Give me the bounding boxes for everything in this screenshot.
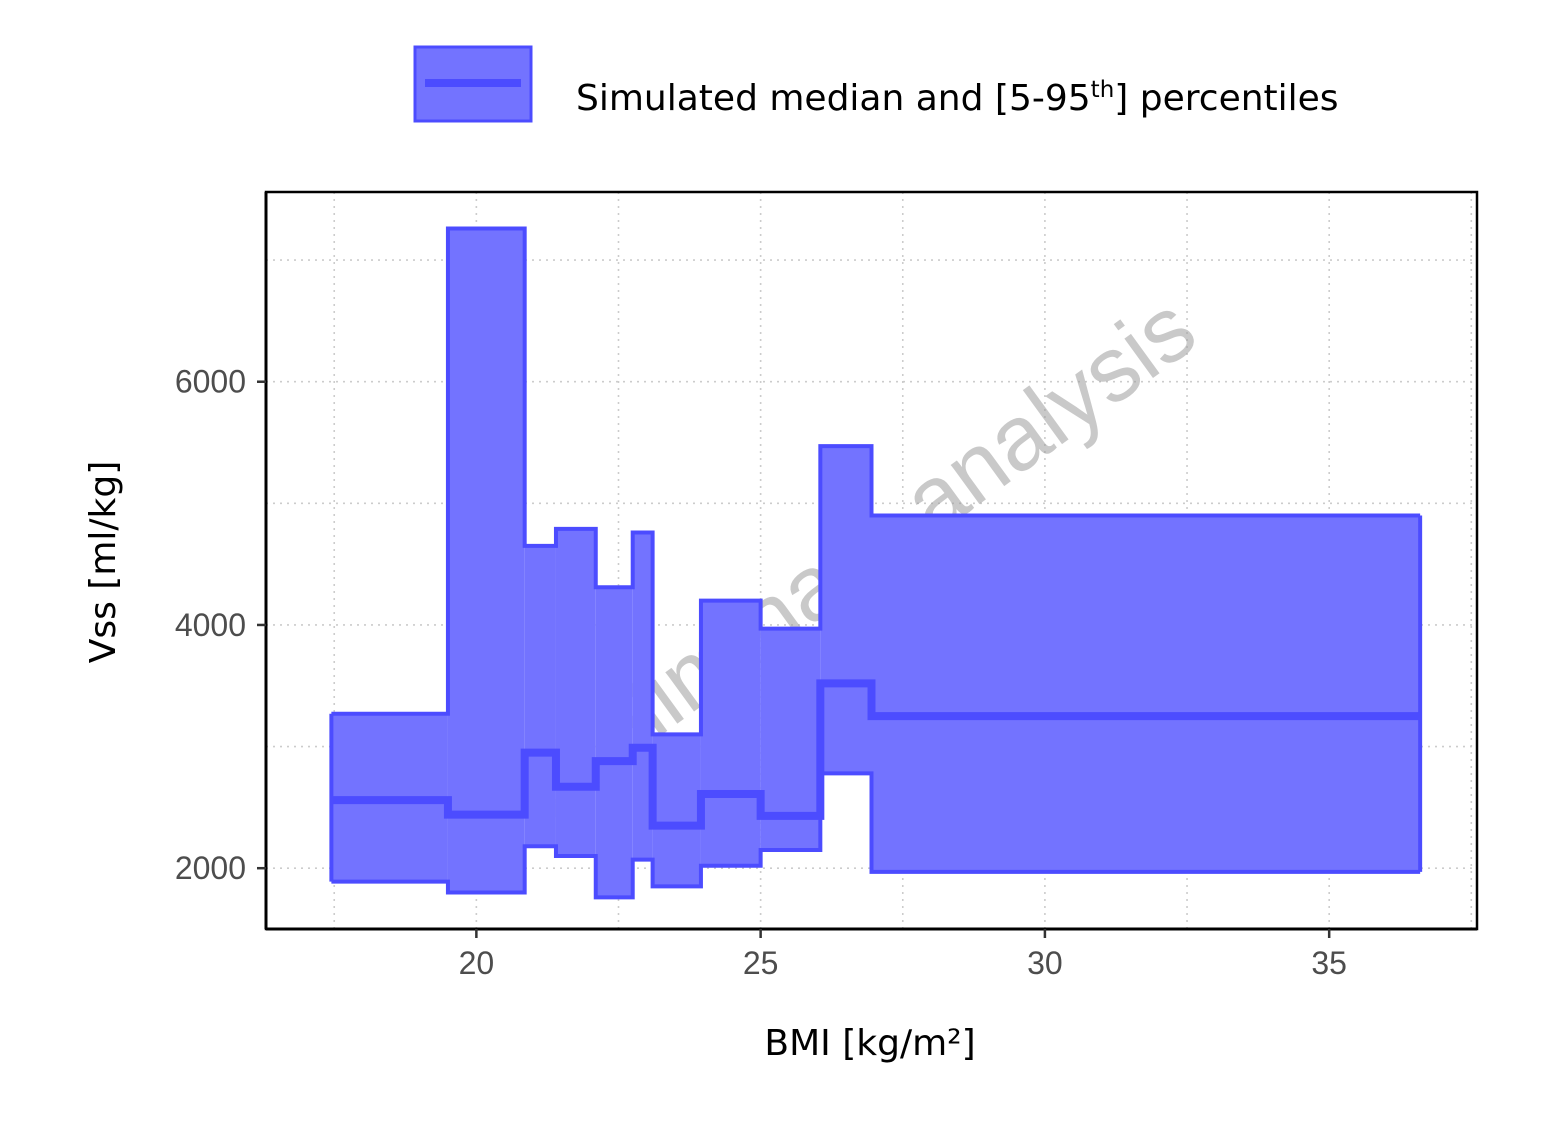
x-tick-label: 25 <box>743 945 779 981</box>
y-tick-label: 2000 <box>175 850 246 886</box>
x-axis-ticks: 20 25 30 35 <box>459 929 1347 981</box>
median-line <box>331 679 1421 830</box>
band-bin <box>447 228 525 893</box>
band-bin <box>595 587 633 898</box>
p95-outline <box>331 226 1421 737</box>
x-axis-title: BMI [kg/m²] <box>764 1023 975 1064</box>
x-tick-label: 20 <box>459 945 495 981</box>
legend-label-end: ] percentiles <box>1114 78 1338 119</box>
legend: Simulated median and [5-95th] percentile… <box>413 45 1339 123</box>
y-axis-ticks: 2000 4000 6000 <box>175 364 266 886</box>
y-tick-label: 4000 <box>175 607 246 643</box>
legend-label: Simulated median and [5-95th] percentile… <box>576 77 1339 119</box>
x-tick-label: 35 <box>1311 945 1347 981</box>
band-bin <box>632 532 653 860</box>
median-step <box>331 679 1421 830</box>
band-bin <box>652 734 701 887</box>
band-bin <box>820 446 872 774</box>
band-bin <box>555 528 596 857</box>
percentile-band <box>329 226 1423 900</box>
legend-label-sup: th <box>1091 77 1115 103</box>
band-bin <box>871 515 1421 872</box>
y-tick-label: 6000 <box>175 364 246 400</box>
legend-label-main: Simulated median and [5-95 <box>576 78 1091 119</box>
x-tick-label: 30 <box>1027 945 1063 981</box>
band-bin <box>700 600 761 866</box>
y-axis-title: Vss [ml/kg] <box>83 461 124 664</box>
band-bin <box>524 545 556 847</box>
